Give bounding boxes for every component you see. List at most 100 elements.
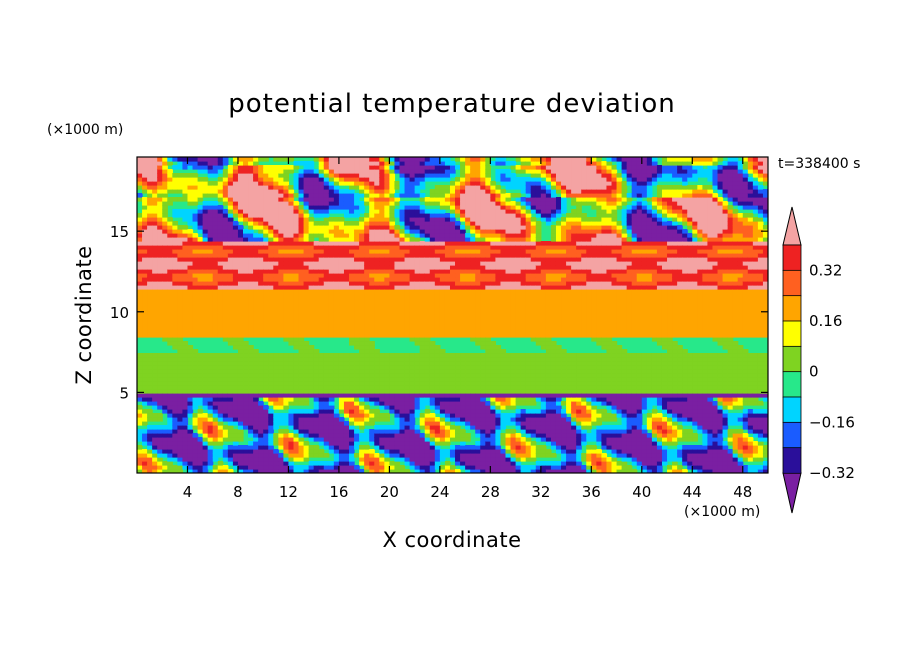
field-cell xyxy=(394,441,401,446)
field-cell xyxy=(404,281,411,286)
field-cell xyxy=(338,381,345,386)
field-cell xyxy=(187,361,194,366)
field-cell xyxy=(343,173,350,178)
field-cell xyxy=(455,313,461,318)
field-cell xyxy=(364,233,370,238)
field-cell xyxy=(182,321,189,326)
field-cell xyxy=(182,353,189,358)
field-cell xyxy=(429,189,436,194)
field-cell xyxy=(187,369,194,374)
field-cell xyxy=(343,285,350,290)
field-cell xyxy=(354,405,360,410)
field-cell xyxy=(414,329,421,334)
field-cell xyxy=(460,325,466,330)
field-cell xyxy=(424,301,431,306)
field-cell xyxy=(480,197,486,202)
field-cell xyxy=(243,257,249,262)
field-cell xyxy=(328,245,335,250)
field-cell xyxy=(439,453,446,458)
field-cell xyxy=(470,213,476,218)
field-cell xyxy=(248,197,254,202)
field-cell xyxy=(455,393,461,398)
field-cell xyxy=(258,213,264,218)
field-cell xyxy=(207,157,214,162)
field-cell xyxy=(439,429,446,434)
field-cell xyxy=(308,445,315,450)
field-cell xyxy=(222,389,229,394)
field-cell xyxy=(465,253,471,258)
field-cell xyxy=(212,421,219,426)
field-cell xyxy=(232,345,239,350)
field-cell xyxy=(263,373,269,378)
field-cell xyxy=(323,301,330,306)
field-cell xyxy=(394,213,401,218)
field-cell xyxy=(480,373,486,378)
field-cell xyxy=(354,393,360,398)
field-cell xyxy=(439,221,446,226)
field-cell xyxy=(192,185,199,190)
field-cell xyxy=(394,329,401,334)
field-cell xyxy=(147,253,153,258)
field-cell xyxy=(359,181,365,186)
field-cell xyxy=(364,193,370,198)
field-cell xyxy=(137,245,143,250)
field-cell xyxy=(197,389,204,394)
field-cell xyxy=(313,393,320,398)
field-cell xyxy=(207,245,214,250)
field-cell xyxy=(409,457,416,462)
field-cell xyxy=(449,381,456,386)
field-cell xyxy=(187,193,194,198)
field-cell xyxy=(278,205,284,210)
field-cell xyxy=(328,205,335,210)
field-cell xyxy=(212,453,219,458)
field-cell xyxy=(293,229,300,234)
field-cell xyxy=(268,253,274,258)
field-cell xyxy=(333,409,340,414)
field-cell xyxy=(268,313,274,318)
field-cell xyxy=(232,321,239,326)
field-cell xyxy=(354,309,360,314)
field-cell xyxy=(349,253,355,258)
field-cell xyxy=(359,169,365,174)
field-cell xyxy=(278,189,284,194)
field-cell xyxy=(162,297,168,302)
field-cell xyxy=(359,289,365,294)
field-cell xyxy=(449,373,456,378)
field-cell xyxy=(288,281,295,286)
field-cell xyxy=(237,233,244,238)
field-cell xyxy=(359,165,365,170)
field-cell xyxy=(404,369,411,374)
field-cell xyxy=(273,177,279,182)
field-cell xyxy=(197,425,204,430)
field-cell xyxy=(147,389,153,394)
field-cell xyxy=(167,333,173,338)
field-cell xyxy=(455,293,461,298)
field-cell xyxy=(475,269,481,274)
field-cell xyxy=(212,237,219,242)
field-cell xyxy=(359,365,365,370)
field-cell xyxy=(222,405,229,410)
field-cell xyxy=(414,201,421,206)
field-cell xyxy=(147,277,153,282)
field-cell xyxy=(399,173,406,178)
field-cell xyxy=(394,317,401,322)
field-cell xyxy=(439,377,446,382)
field-cell xyxy=(470,245,476,250)
field-cell xyxy=(354,325,360,330)
field-cell xyxy=(460,277,466,282)
field-cell xyxy=(278,269,284,274)
field-cell xyxy=(243,201,249,206)
field-cell xyxy=(303,201,310,206)
field-cell xyxy=(303,401,310,406)
field-cell xyxy=(232,361,239,366)
field-cell xyxy=(263,413,269,418)
field-cell xyxy=(354,361,360,366)
field-cell xyxy=(333,361,340,366)
field-cell xyxy=(232,433,239,438)
field-cell xyxy=(470,277,476,282)
field-cell xyxy=(449,217,456,222)
field-cell xyxy=(152,405,158,410)
field-cell xyxy=(313,469,320,473)
field-cell xyxy=(343,293,350,298)
field-cell xyxy=(343,213,350,218)
